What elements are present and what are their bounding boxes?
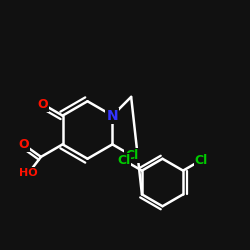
Text: N: N	[106, 108, 118, 122]
Text: Cl: Cl	[125, 149, 138, 162]
Text: HO: HO	[19, 168, 38, 178]
Text: Cl: Cl	[195, 154, 208, 166]
Text: Cl: Cl	[117, 154, 130, 166]
Text: O: O	[38, 98, 48, 111]
Text: O: O	[18, 138, 29, 151]
